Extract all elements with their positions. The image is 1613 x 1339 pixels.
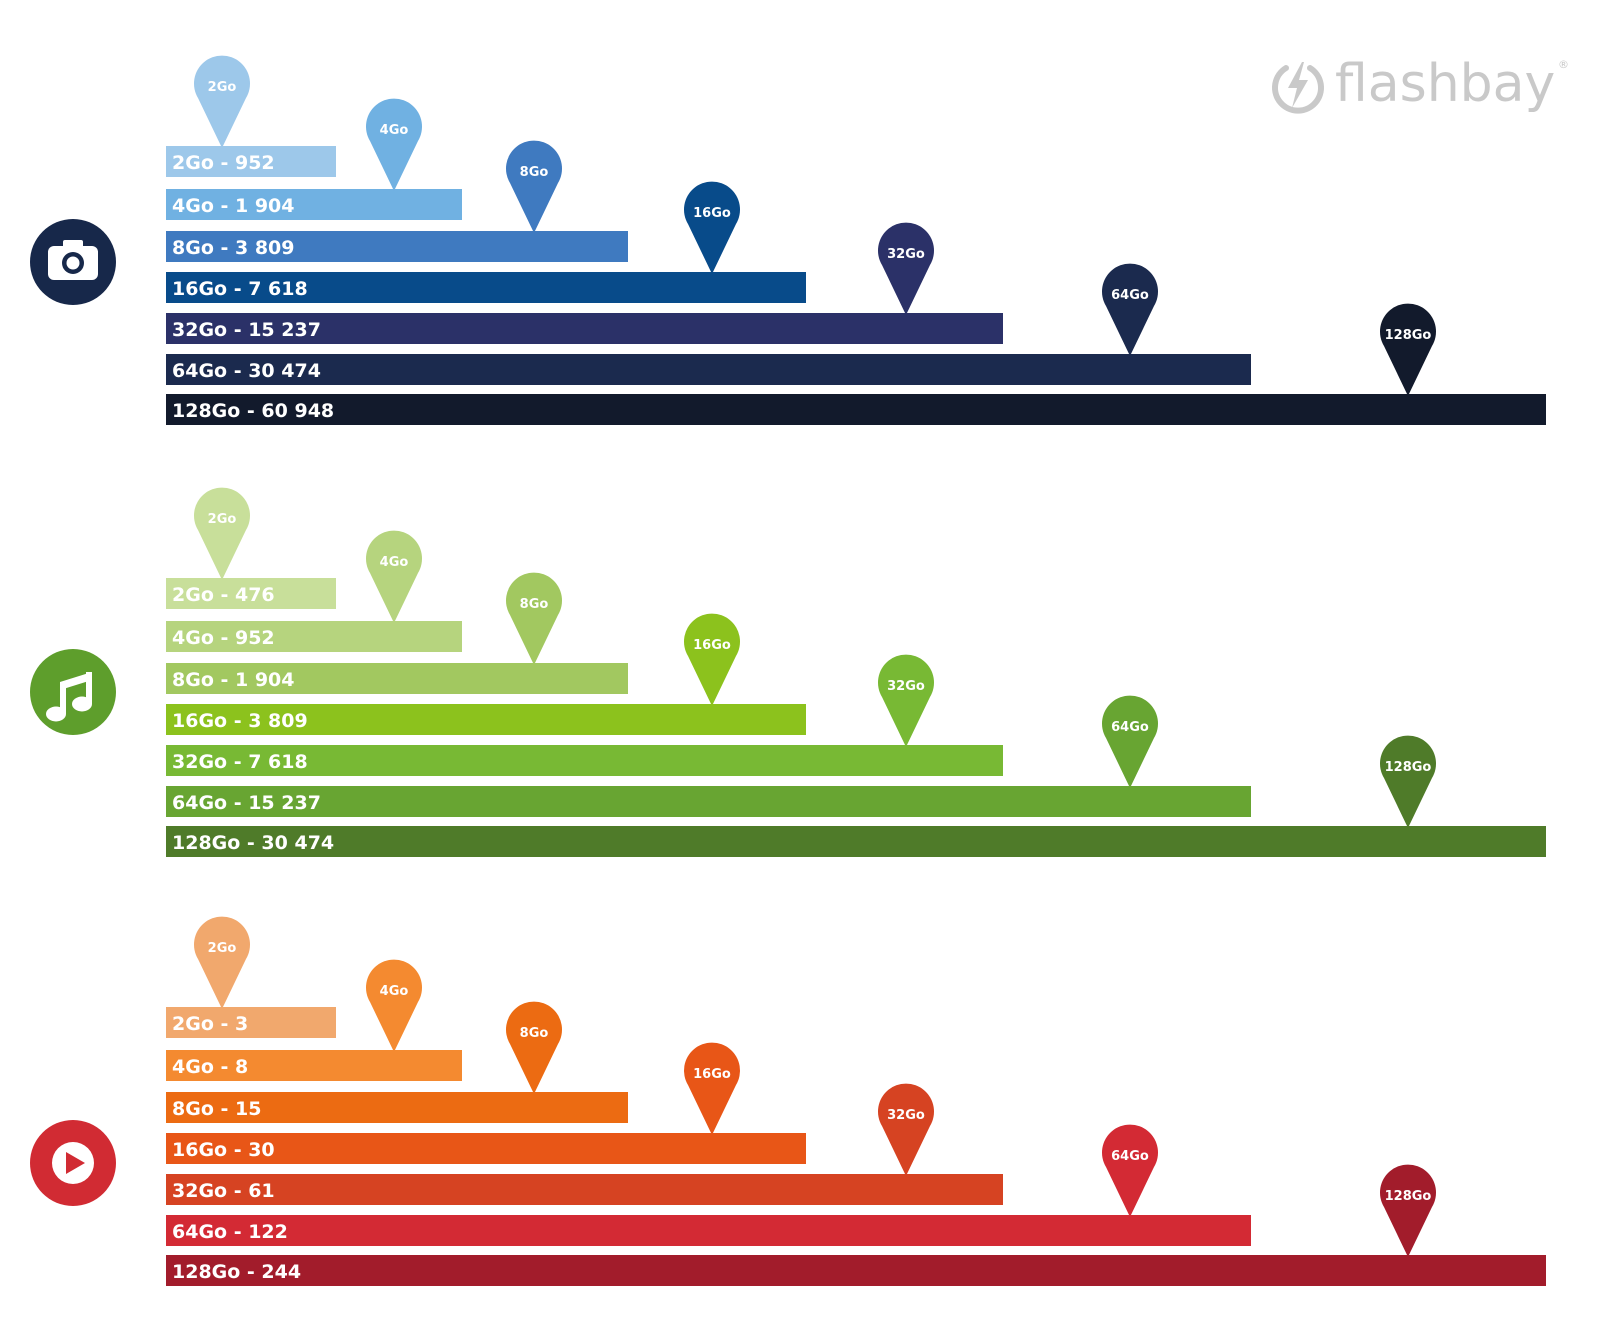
bar-label: 64Go - 15 237	[172, 792, 321, 814]
pin-label: 32Go	[887, 679, 925, 694]
bar-64Go	[166, 786, 1251, 817]
bar-label: 128Go - 244	[172, 1261, 301, 1283]
lightning-power-icon	[1272, 62, 1324, 114]
bar-16Go	[166, 704, 806, 735]
bar-4Go	[166, 621, 462, 652]
bar-2Go	[166, 578, 336, 609]
bar-label: 64Go - 30 474	[172, 360, 321, 382]
pin-marker: 8Go	[506, 1001, 562, 1094]
bar-label: 2Go - 952	[172, 152, 275, 174]
pin-label: 2Go	[208, 941, 237, 956]
bar-label: 32Go - 61	[172, 1180, 275, 1202]
bar-32Go	[166, 745, 1003, 776]
bar-label: 2Go - 3	[172, 1013, 248, 1035]
bar-8Go	[166, 663, 628, 694]
pin-marker: 16Go	[684, 1042, 741, 1135]
pin-marker: 32Go	[877, 654, 934, 747]
pin-marker: 64Go	[1102, 263, 1158, 356]
pin-marker: 128Go	[1380, 735, 1437, 828]
bar-label: 8Go - 3 809	[172, 237, 294, 259]
registered-mark: ®	[1558, 58, 1569, 71]
pin-marker: 64Go	[1102, 1124, 1158, 1217]
pin-label: 4Go	[380, 123, 409, 138]
bar-4Go	[166, 1050, 462, 1081]
pin-marker: 2Go	[194, 487, 251, 580]
pin-marker: 2Go	[194, 55, 251, 148]
bar-128Go	[166, 394, 1546, 425]
pin-label: 8Go	[520, 1026, 549, 1041]
pin-marker: 32Go	[877, 222, 934, 315]
pin-label: 64Go	[1111, 288, 1149, 303]
bar-4Go	[166, 189, 462, 220]
pin-marker: 4Go	[365, 98, 422, 191]
bar-label: 2Go - 476	[172, 584, 275, 606]
pin-marker: 2Go	[194, 916, 251, 1009]
pin-label: 32Go	[887, 247, 925, 262]
music-note-icon	[30, 649, 116, 735]
pin-marker: 64Go	[1102, 695, 1158, 788]
bar-8Go	[166, 1092, 628, 1123]
play-icon	[30, 1120, 116, 1206]
bar-128Go	[166, 1255, 1546, 1286]
bar-32Go	[166, 313, 1003, 344]
bar-label: 8Go - 15	[172, 1098, 261, 1120]
pin-marker: 4Go	[366, 959, 422, 1052]
pin-label: 16Go	[693, 206, 731, 221]
pin-label: 16Go	[693, 638, 731, 653]
bar-label: 4Go - 1 904	[172, 195, 294, 217]
pin-marker: 8Go	[506, 140, 562, 233]
pin-marker: 16Go	[684, 181, 741, 274]
bar-16Go	[166, 272, 806, 303]
pin-label: 16Go	[693, 1067, 731, 1082]
bar-label: 32Go - 15 237	[172, 319, 321, 341]
bar-8Go	[166, 231, 628, 262]
bar-2Go	[166, 146, 336, 177]
bar-64Go	[166, 1215, 1251, 1246]
bar-label: 64Go - 122	[172, 1221, 288, 1243]
brand-name: flashbay	[1335, 54, 1556, 114]
pin-label: 2Go	[208, 80, 237, 95]
pin-label: 128Go	[1385, 1189, 1432, 1204]
pin-marker: 4Go	[366, 530, 422, 623]
pin-marker: 8Go	[506, 572, 562, 665]
pin-label: 128Go	[1385, 328, 1432, 343]
bar-32Go	[166, 1174, 1003, 1205]
bar-128Go	[166, 826, 1546, 857]
bar-label: 128Go - 60 948	[172, 400, 334, 422]
bar-16Go	[166, 1133, 806, 1164]
pin-label: 32Go	[887, 1108, 925, 1123]
bar-label: 16Go - 3 809	[172, 710, 308, 732]
pin-marker: 128Go	[1380, 1164, 1437, 1257]
bar-label: 32Go - 7 618	[172, 751, 308, 773]
bar-label: 4Go - 952	[172, 627, 275, 649]
pin-label: 64Go	[1111, 720, 1149, 735]
bar-label: 16Go - 7 618	[172, 278, 308, 300]
bar-label: 8Go - 1 904	[172, 669, 294, 691]
pin-label: 128Go	[1385, 760, 1432, 775]
pin-label: 8Go	[520, 597, 549, 612]
camera-icon	[30, 219, 116, 305]
pin-label: 2Go	[208, 512, 237, 527]
pin-label: 4Go	[380, 984, 409, 999]
pin-label: 64Go	[1111, 1149, 1149, 1164]
bar-label: 128Go - 30 474	[172, 832, 334, 854]
bar-label: 4Go - 8	[172, 1056, 248, 1078]
pin-marker: 128Go	[1380, 303, 1437, 396]
pin-marker: 32Go	[877, 1083, 934, 1176]
bar-label: 16Go - 30	[172, 1139, 275, 1161]
pin-label: 4Go	[380, 555, 409, 570]
pin-label: 8Go	[520, 165, 549, 180]
flashbay-logo: flashbay ®	[1268, 52, 1569, 122]
bar-64Go	[166, 354, 1251, 385]
pin-marker: 16Go	[684, 613, 741, 706]
bar-2Go	[166, 1007, 336, 1038]
